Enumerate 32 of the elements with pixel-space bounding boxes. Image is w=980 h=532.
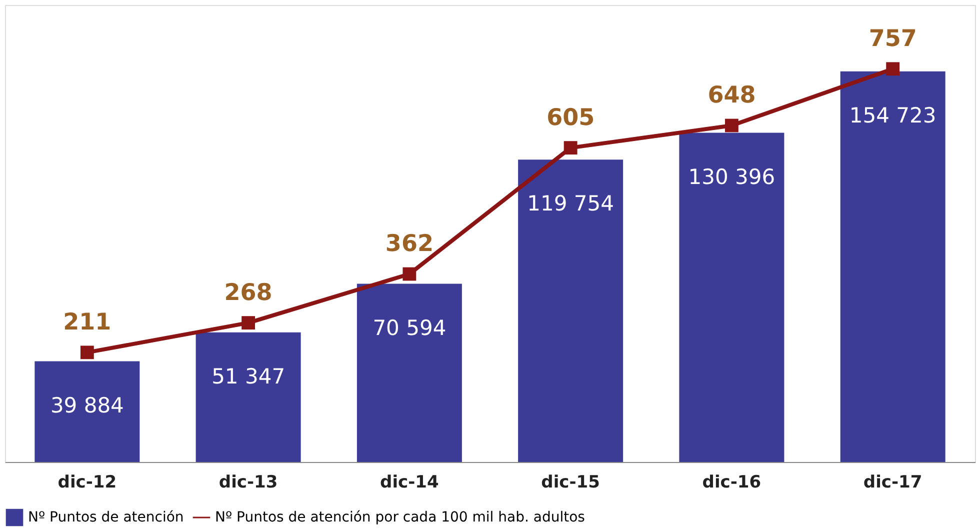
legend-label: Nº Puntos de atención [28,510,184,526]
bar [840,71,946,462]
point [80,346,94,360]
point [564,141,578,155]
x-tick-label: dic-16 [702,472,762,492]
point [242,316,256,330]
bar [356,284,462,462]
point [886,62,900,76]
bar [34,361,140,462]
data-label: 605 [546,104,595,131]
data-label: 648 [708,82,756,108]
point [724,118,738,132]
data-label: 757 [868,26,917,52]
data-label: 268 [224,280,272,306]
bar [679,132,784,462]
x-tick-label: dic-12 [58,472,117,492]
bar [196,332,301,462]
data-label: 39 884 [50,393,124,418]
data-label: 211 [63,309,112,336]
bar [518,160,624,462]
data-label: 154 723 [849,103,936,128]
x-tick-label: dic-15 [541,472,600,492]
data-label: 119 754 [527,192,614,216]
point [402,267,416,281]
data-label: 70 594 [372,316,446,340]
data-label: 130 396 [688,164,776,189]
x-tick-label: dic-17 [863,472,922,492]
x-tick-label: dic-13 [218,472,278,492]
data-label: 362 [385,231,434,258]
legend-label: Nº Puntos de atención por cada 100 mil hab. adultos [215,510,585,526]
x-tick-label: dic-14 [380,472,439,492]
data-label: 51 347 [212,364,286,388]
